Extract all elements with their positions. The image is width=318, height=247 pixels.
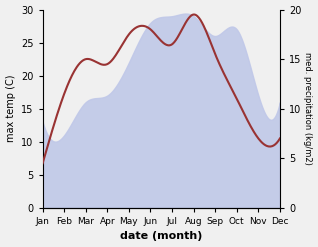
Y-axis label: max temp (C): max temp (C) <box>5 75 16 143</box>
X-axis label: date (month): date (month) <box>120 231 203 242</box>
Y-axis label: med. precipitation (kg/m2): med. precipitation (kg/m2) <box>303 52 313 165</box>
